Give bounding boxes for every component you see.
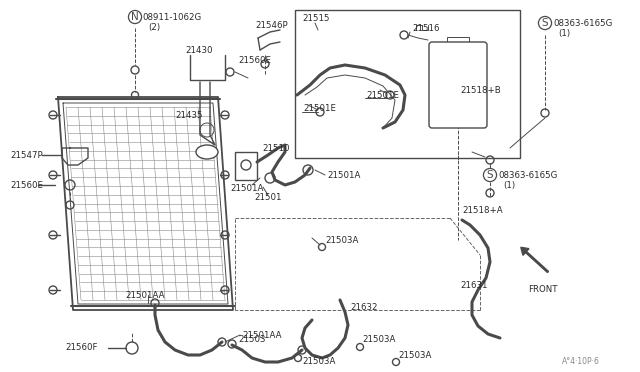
Text: S: S xyxy=(486,170,493,180)
Text: 21501A: 21501A xyxy=(327,170,360,180)
Text: 08911-1062G: 08911-1062G xyxy=(142,13,201,22)
Text: 21510: 21510 xyxy=(262,144,289,153)
Text: 21518+B: 21518+B xyxy=(460,86,500,94)
Bar xyxy=(235,152,257,180)
Text: 21501E: 21501E xyxy=(303,103,336,112)
Text: 21503A: 21503A xyxy=(398,350,431,359)
Text: 21560E: 21560E xyxy=(238,55,271,64)
FancyBboxPatch shape xyxy=(429,42,487,128)
Text: 08363-6165G: 08363-6165G xyxy=(498,170,557,180)
Text: 21503A: 21503A xyxy=(362,336,396,344)
Text: (1): (1) xyxy=(558,29,570,38)
Text: 21501: 21501 xyxy=(254,192,282,202)
Text: 21515: 21515 xyxy=(302,13,330,22)
Text: 21503: 21503 xyxy=(238,336,266,344)
Ellipse shape xyxy=(196,145,218,159)
Text: (1): (1) xyxy=(503,180,515,189)
Text: 08363-6165G: 08363-6165G xyxy=(553,19,612,28)
Text: 21560F: 21560F xyxy=(65,343,97,353)
Text: 21430: 21430 xyxy=(185,45,212,55)
Bar xyxy=(295,10,520,158)
FancyArrow shape xyxy=(521,247,548,273)
Text: 21503A: 21503A xyxy=(302,357,335,366)
Text: 21632: 21632 xyxy=(350,304,378,312)
Text: 21501E: 21501E xyxy=(366,90,399,99)
Text: 21435: 21435 xyxy=(175,110,202,119)
Text: 21503A: 21503A xyxy=(325,235,358,244)
Text: 21501AA: 21501AA xyxy=(242,330,282,340)
Text: (2): (2) xyxy=(148,22,160,32)
Text: 21547P: 21547P xyxy=(10,151,43,160)
Text: 21631: 21631 xyxy=(460,280,488,289)
Text: 21516: 21516 xyxy=(412,23,440,32)
Text: FRONT: FRONT xyxy=(528,285,557,295)
Text: S: S xyxy=(541,18,548,28)
Text: 21501AA: 21501AA xyxy=(125,291,164,299)
Text: N: N xyxy=(131,12,139,22)
Bar xyxy=(447,37,469,45)
Text: A°4·10P·6: A°4·10P·6 xyxy=(562,357,600,366)
Text: 21518+A: 21518+A xyxy=(462,205,502,215)
Text: 21560E: 21560E xyxy=(10,180,43,189)
Text: 21501A: 21501A xyxy=(230,183,264,192)
Text: 21546P: 21546P xyxy=(255,20,287,29)
